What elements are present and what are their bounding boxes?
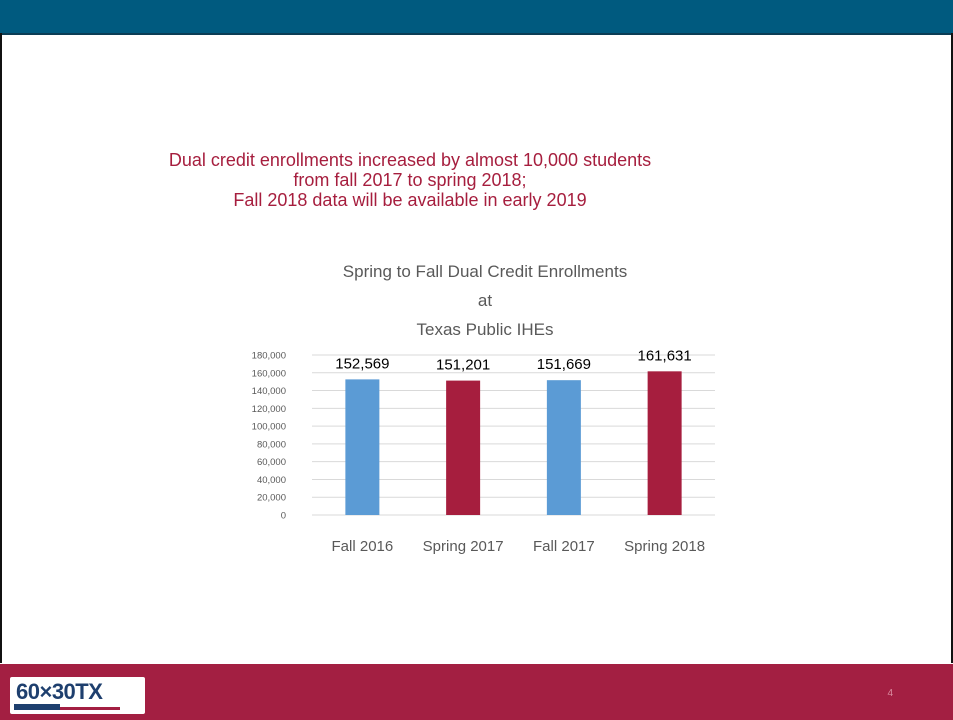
data-label: 151,201 [436,357,490,374]
y-tick-label: 40,000 [257,475,286,486]
headline-line-1: Dual credit enrollments increased by alm… [168,150,652,170]
y-tick-label: 140,000 [252,386,286,397]
data-label: 161,631 [638,347,692,364]
chart-title: Spring to Fall Dual Credit Enrollments a… [260,257,710,344]
y-tick-label: 60,000 [257,457,286,468]
y-tick-label: 180,000 [252,351,286,362]
bar [546,380,581,515]
bar [647,371,682,515]
x-tick-label: Spring 2017 [423,538,504,555]
y-tick-label: 100,000 [252,422,286,433]
data-label: 152,569 [335,355,389,372]
y-tick-label: 120,000 [252,404,286,415]
data-label: 151,669 [537,356,591,373]
chart-title-line-1: Spring to Fall Dual Credit Enrollments [342,262,628,281]
y-tick-label: 160,000 [252,368,286,379]
y-tick-label: 0 [281,511,286,522]
bar-chart: 0 20,000 40,000 60,000 80,000 100,000 120,000 1… [252,347,715,555]
logo-red-stripe [60,707,120,710]
x-tick-label: Fall 2017 [533,538,595,555]
chart-title-line-3: Texas Public IHEs [416,320,554,339]
x-tick-label: Fall 2016 [332,538,394,555]
slide-headline: Dual credit enrollments increased by alm… [130,150,690,210]
logo: 60×30TX [10,677,145,714]
y-tick-label: 80,000 [257,439,286,450]
bar [345,379,380,515]
left-border [0,33,2,663]
y-tick-label: 20,000 [257,493,286,504]
x-tick-label: Spring 2018 [624,538,705,555]
headline-line-3: Fall 2018 data will be available in earl… [233,190,587,210]
headline-line-2: from fall 2017 to spring 2018; [293,170,527,190]
chart-title-line-2: at [477,291,493,310]
logo-flag-stripe [14,704,60,710]
right-border [951,33,953,663]
logo-text: 60×30TX [16,679,103,704]
bar [446,380,481,515]
page-number: 4 [887,688,893,699]
top-banner [0,0,953,35]
footer-bar: 60×30TX 4 [0,664,953,720]
